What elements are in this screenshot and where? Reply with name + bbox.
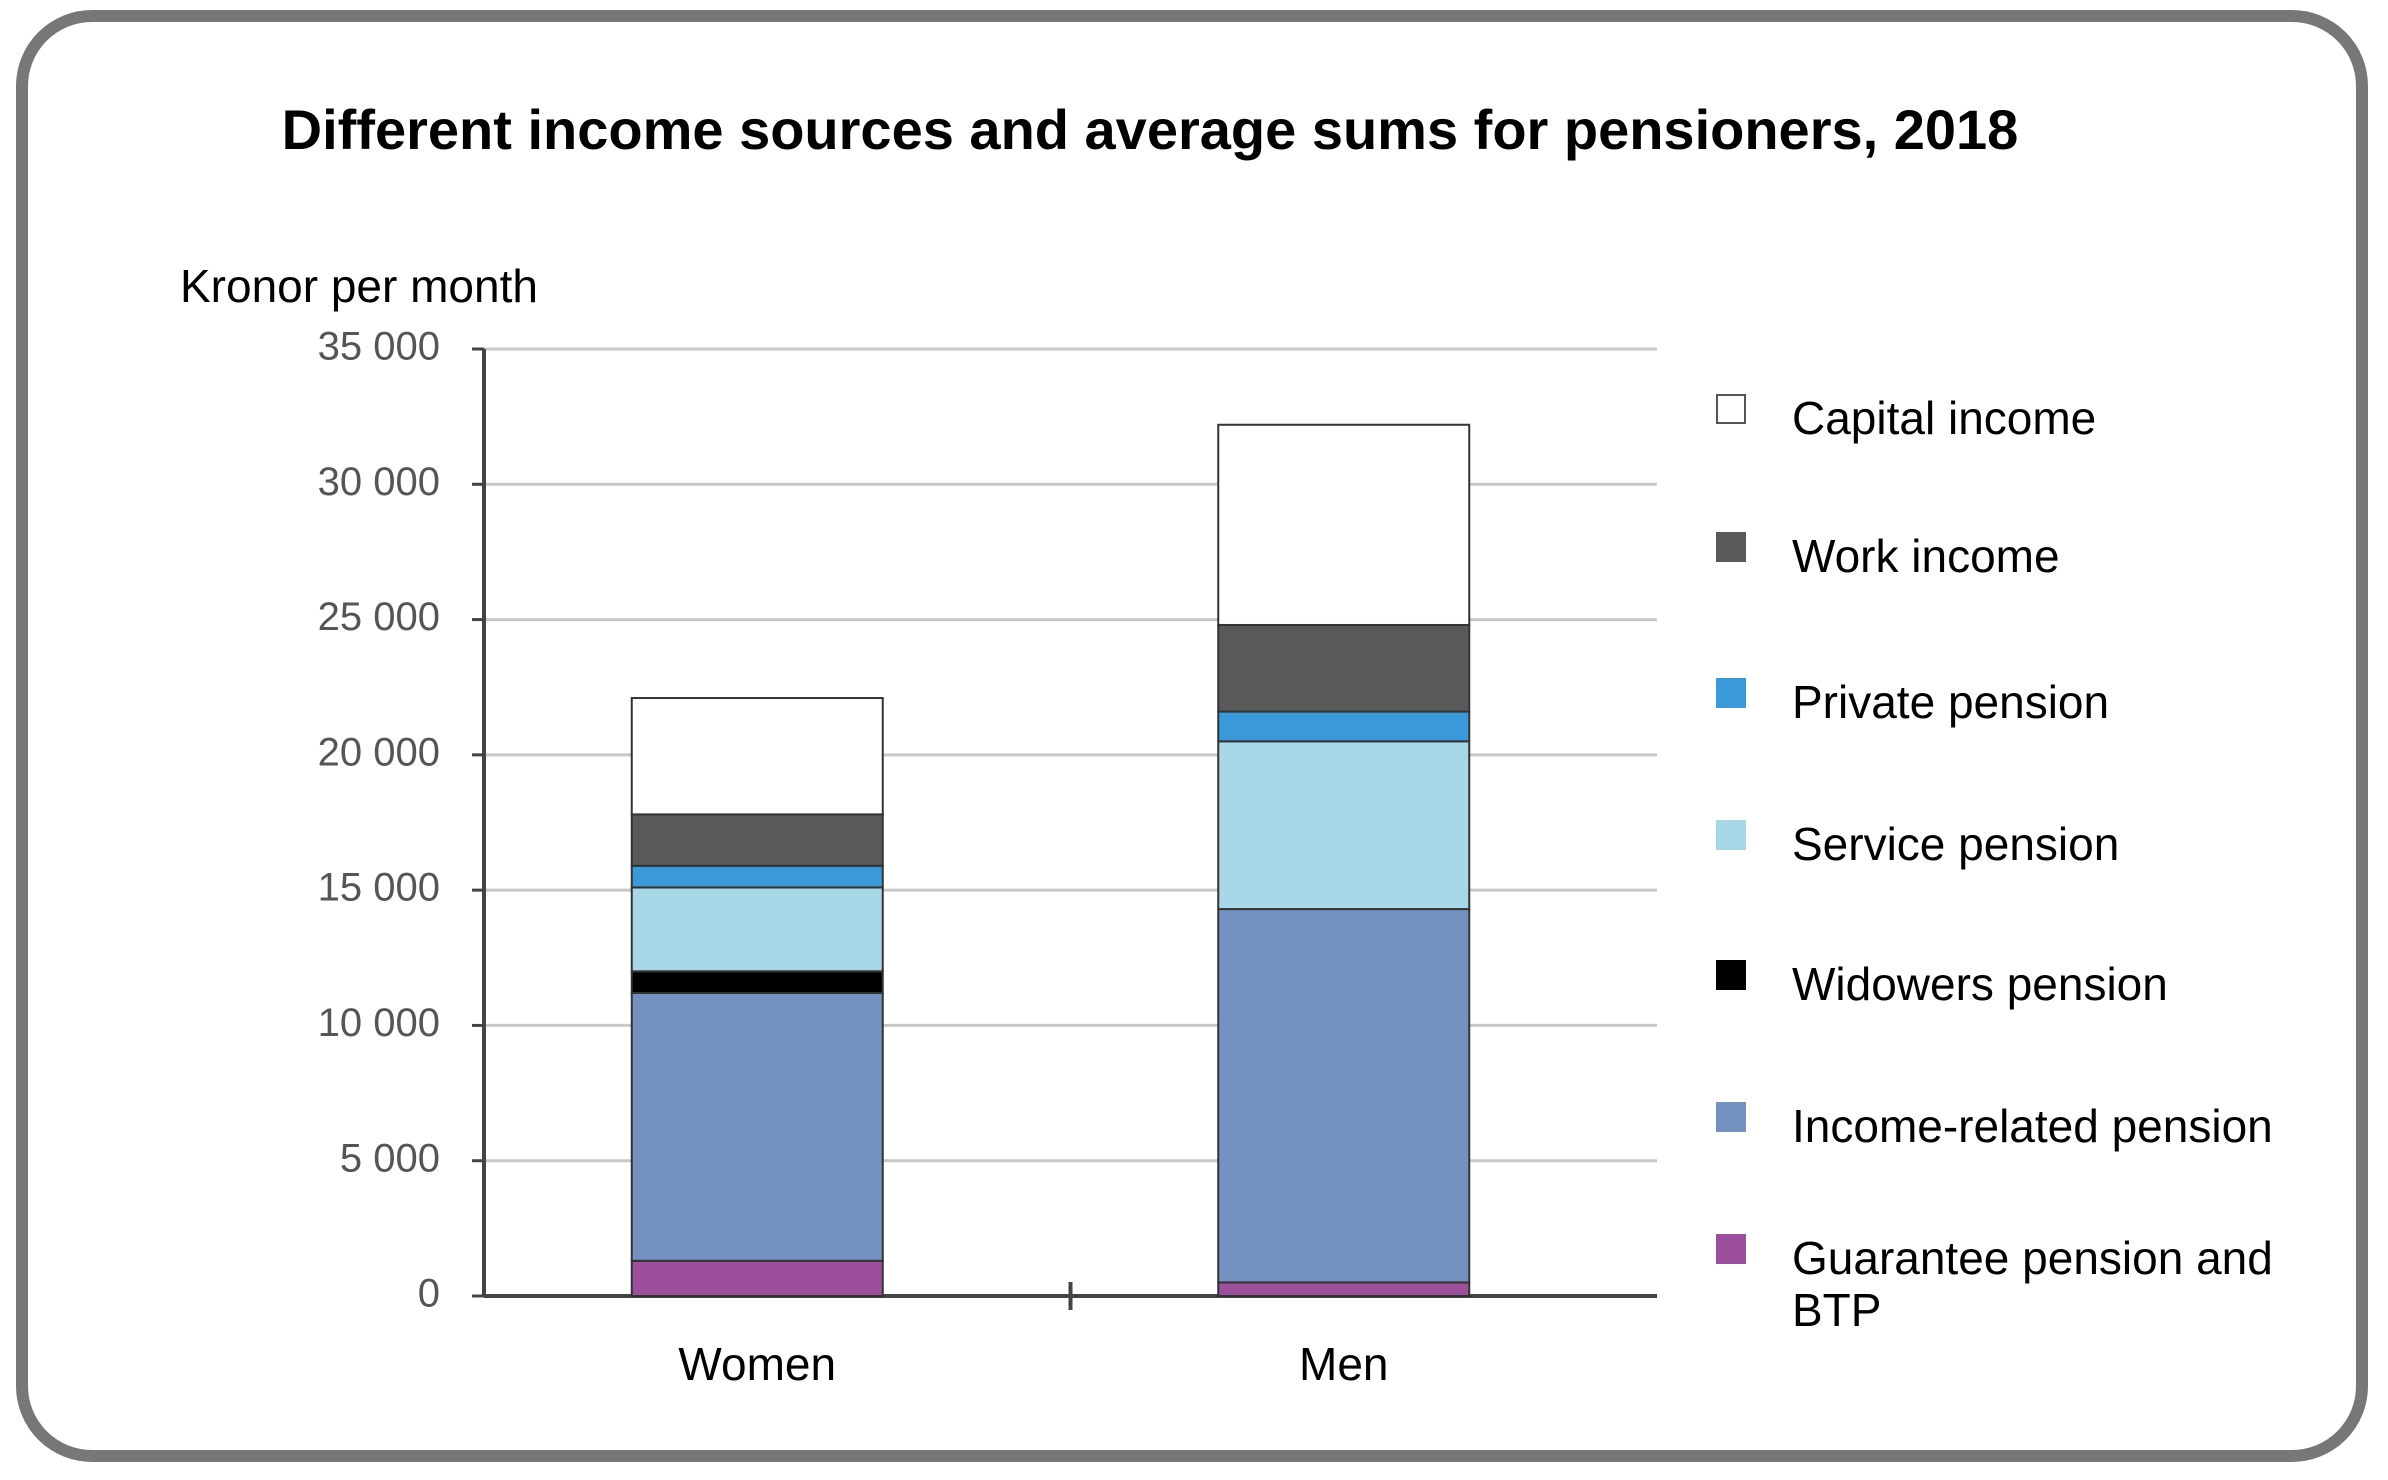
bar-segment xyxy=(1217,423,1471,626)
y-tick-label: 10 000 xyxy=(318,1001,440,1045)
x-tick-label: Women xyxy=(678,1338,836,1390)
bar-segment xyxy=(1217,1281,1471,1298)
bar-segment xyxy=(1217,710,1471,743)
legend-swatch xyxy=(1716,960,1746,990)
bar-segment xyxy=(1217,908,1471,1284)
y-tick-label: 15 000 xyxy=(318,866,440,910)
legend-label: Guarantee pension and BTP xyxy=(1792,1232,2273,1336)
y-axis-label: Kronor per month xyxy=(180,260,538,312)
legend-swatch xyxy=(1716,1234,1746,1264)
legend-swatch xyxy=(1716,678,1746,708)
y-tick-label: 20 000 xyxy=(318,730,440,774)
legend-label: Widowers pension xyxy=(1792,958,2168,1010)
legend-swatch xyxy=(1716,1102,1746,1132)
bar-segment xyxy=(630,864,884,889)
y-tick-label: 30 000 xyxy=(318,460,440,504)
legend-item: Private pension xyxy=(1716,676,2316,728)
legend-item: Guarantee pension and BTP xyxy=(1716,1232,2316,1336)
bar-segment xyxy=(1217,623,1471,713)
bar-segment xyxy=(630,813,884,867)
frame xyxy=(16,10,2368,1462)
bar-segment xyxy=(630,970,884,994)
y-tick-label: 5 000 xyxy=(340,1136,440,1180)
legend-label: Private pension xyxy=(1792,676,2110,728)
chart-title: Different income sources and average sum… xyxy=(282,98,2019,161)
legend-swatch xyxy=(1716,532,1746,562)
legend-swatch xyxy=(1716,394,1746,424)
legend-label: Capital income xyxy=(1792,392,2097,444)
bar-segment xyxy=(630,991,884,1262)
y-tick-label: 35 000 xyxy=(318,325,440,369)
legend-item: Service pension xyxy=(1716,818,2316,870)
legend-item: Income-related pension xyxy=(1716,1100,2316,1152)
bar-segment xyxy=(630,1259,884,1297)
y-tick-label: 25 000 xyxy=(318,595,440,639)
legend-swatch xyxy=(1716,820,1746,850)
legend-item: Capital income xyxy=(1716,392,2316,444)
legend-item: Work income xyxy=(1716,530,2316,582)
x-tick-label: Men xyxy=(1299,1338,1388,1390)
legend-label: Work income xyxy=(1792,530,2060,582)
legend-label: Income-related pension xyxy=(1792,1100,2273,1152)
bar-segment xyxy=(1217,740,1471,911)
bar-segment xyxy=(630,697,884,816)
legend-label: Service pension xyxy=(1792,818,2120,870)
legend-item: Widowers pension xyxy=(1716,958,2316,1010)
bar-segment xyxy=(630,886,884,973)
y-tick-label: 0 xyxy=(418,1272,440,1316)
